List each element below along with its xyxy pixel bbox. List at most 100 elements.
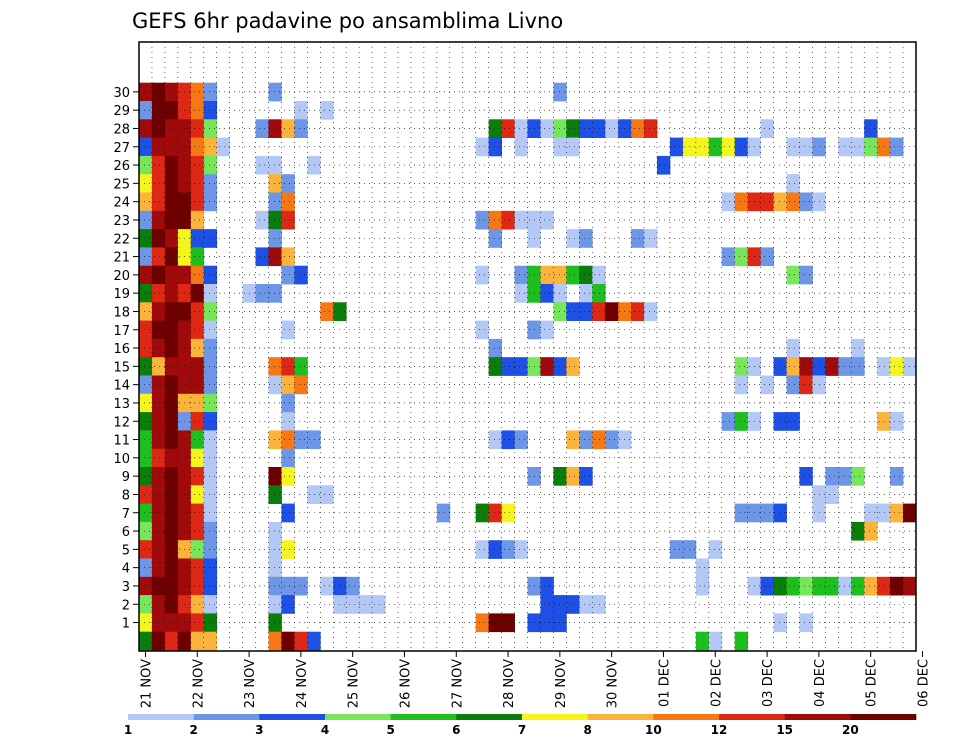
heatmap-cell: [190, 558, 205, 578]
heatmap-cell: [190, 540, 205, 559]
heatmap-cell: [139, 448, 153, 468]
heatmap-cell: [281, 503, 295, 523]
heatmap-cell: [203, 595, 218, 614]
heatmap-cell: [320, 302, 334, 321]
heatmap-cell: [436, 503, 451, 523]
colorbar-swatch: [128, 714, 194, 720]
heatmap-cell: [190, 430, 205, 450]
heatmap-cell: [139, 320, 153, 340]
heatmap-cell: [268, 467, 282, 486]
y-tick-label: 24: [113, 196, 130, 211]
heatmap-cell: [151, 558, 166, 578]
heatmap-cell: [203, 229, 218, 248]
heatmap-cell: [644, 119, 658, 138]
heatmap-cell: [190, 82, 205, 102]
heatmap-cell: [139, 229, 153, 248]
heatmap-cell: [760, 192, 774, 212]
colorbar-label: 10: [645, 723, 662, 737]
heatmap-cell: [255, 210, 269, 230]
heatmap-cell: [190, 137, 205, 157]
heatmap-cell: [151, 485, 166, 504]
heatmap-cell: [203, 631, 218, 651]
heatmap-cell: [164, 558, 179, 578]
y-tick-label: 25: [113, 177, 130, 192]
heatmap-cell: [203, 503, 218, 523]
heatmap-cell: [695, 576, 710, 596]
x-tick-label: 23 NOV: [243, 659, 258, 708]
heatmap-cell: [151, 119, 166, 138]
heatmap-cell: [514, 119, 528, 138]
heatmap-cell: [488, 540, 502, 559]
colorbar-swatch: [522, 714, 588, 720]
heatmap-cell: [825, 485, 839, 504]
heatmap-cell: [190, 576, 205, 596]
heatmap-cell: [825, 467, 839, 486]
heatmap-cell: [708, 631, 723, 651]
heatmap-cell: [501, 540, 515, 559]
heatmap-cell: [760, 247, 774, 267]
heatmap-cell: [695, 137, 710, 157]
y-tick-label: 30: [113, 86, 130, 101]
heatmap-cell: [164, 631, 179, 651]
heatmap-cell: [203, 448, 218, 468]
heatmap-cell: [592, 284, 606, 303]
heatmap-cell: [799, 357, 813, 376]
heatmap-cell: [488, 229, 502, 248]
heatmap-cell: [320, 101, 334, 120]
heatmap-cell: [281, 247, 295, 267]
heatmap-cell: [851, 521, 865, 541]
heatmap-cell: [203, 119, 218, 138]
heatmap-cell: [139, 393, 153, 413]
y-tick-label: 26: [113, 159, 130, 174]
heatmap-cell: [579, 302, 593, 321]
heatmap-cell: [151, 467, 166, 486]
heatmap-cell: [281, 412, 295, 431]
heatmap-cell: [281, 631, 295, 651]
heatmap-cell: [592, 119, 606, 138]
heatmap-cell: [151, 412, 166, 431]
heatmap-cell: [151, 430, 166, 450]
y-tick-label: 22: [113, 232, 130, 247]
heatmap-cell: [579, 467, 593, 486]
heatmap-cell: [268, 357, 282, 376]
colorbar-label: 7: [518, 723, 526, 737]
heatmap-cell: [203, 558, 218, 578]
heatmap-cell: [825, 576, 839, 596]
y-tick-label: 13: [113, 397, 130, 412]
heatmap-cell: [164, 174, 179, 193]
heatmap-cell: [139, 576, 153, 596]
heatmap-cell: [592, 265, 606, 285]
heatmap-cell: [268, 119, 282, 138]
x-tick-label: 22 NOV: [191, 659, 206, 708]
heatmap-cell: [553, 467, 567, 486]
heatmap-cell: [151, 338, 166, 358]
heatmap-cell: [592, 595, 606, 614]
heatmap-cell: [631, 229, 645, 248]
heatmap-cell: [708, 540, 723, 559]
heatmap-cell: [890, 467, 904, 486]
heatmap-cell: [294, 375, 308, 395]
heatmap-cell: [139, 247, 153, 267]
heatmap-cell: [139, 265, 153, 285]
heatmap-cell: [760, 119, 774, 138]
heatmap-cell: [890, 137, 904, 157]
heatmap-cell: [255, 247, 269, 267]
heatmap-cell: [488, 503, 502, 523]
heatmap-cell: [203, 467, 218, 486]
heatmap-cell: [294, 265, 308, 285]
heatmap-cell: [760, 375, 774, 395]
heatmap-cell: [799, 467, 813, 486]
heatmap-cell: [553, 265, 567, 285]
heatmap-cell: [190, 174, 205, 193]
heatmap-cell: [151, 192, 166, 212]
heatmap-cell: [164, 101, 179, 120]
heatmap-cell: [281, 174, 295, 193]
heatmap-cell: [488, 119, 502, 138]
heatmap-cell: [151, 137, 166, 157]
heatmap-cell: [566, 357, 580, 376]
heatmap-cell: [566, 119, 580, 138]
y-axis: 1234567891011121314151617181920212223242…: [113, 86, 139, 632]
heatmap-cell: [294, 576, 308, 596]
heatmap-cell: [553, 137, 567, 157]
